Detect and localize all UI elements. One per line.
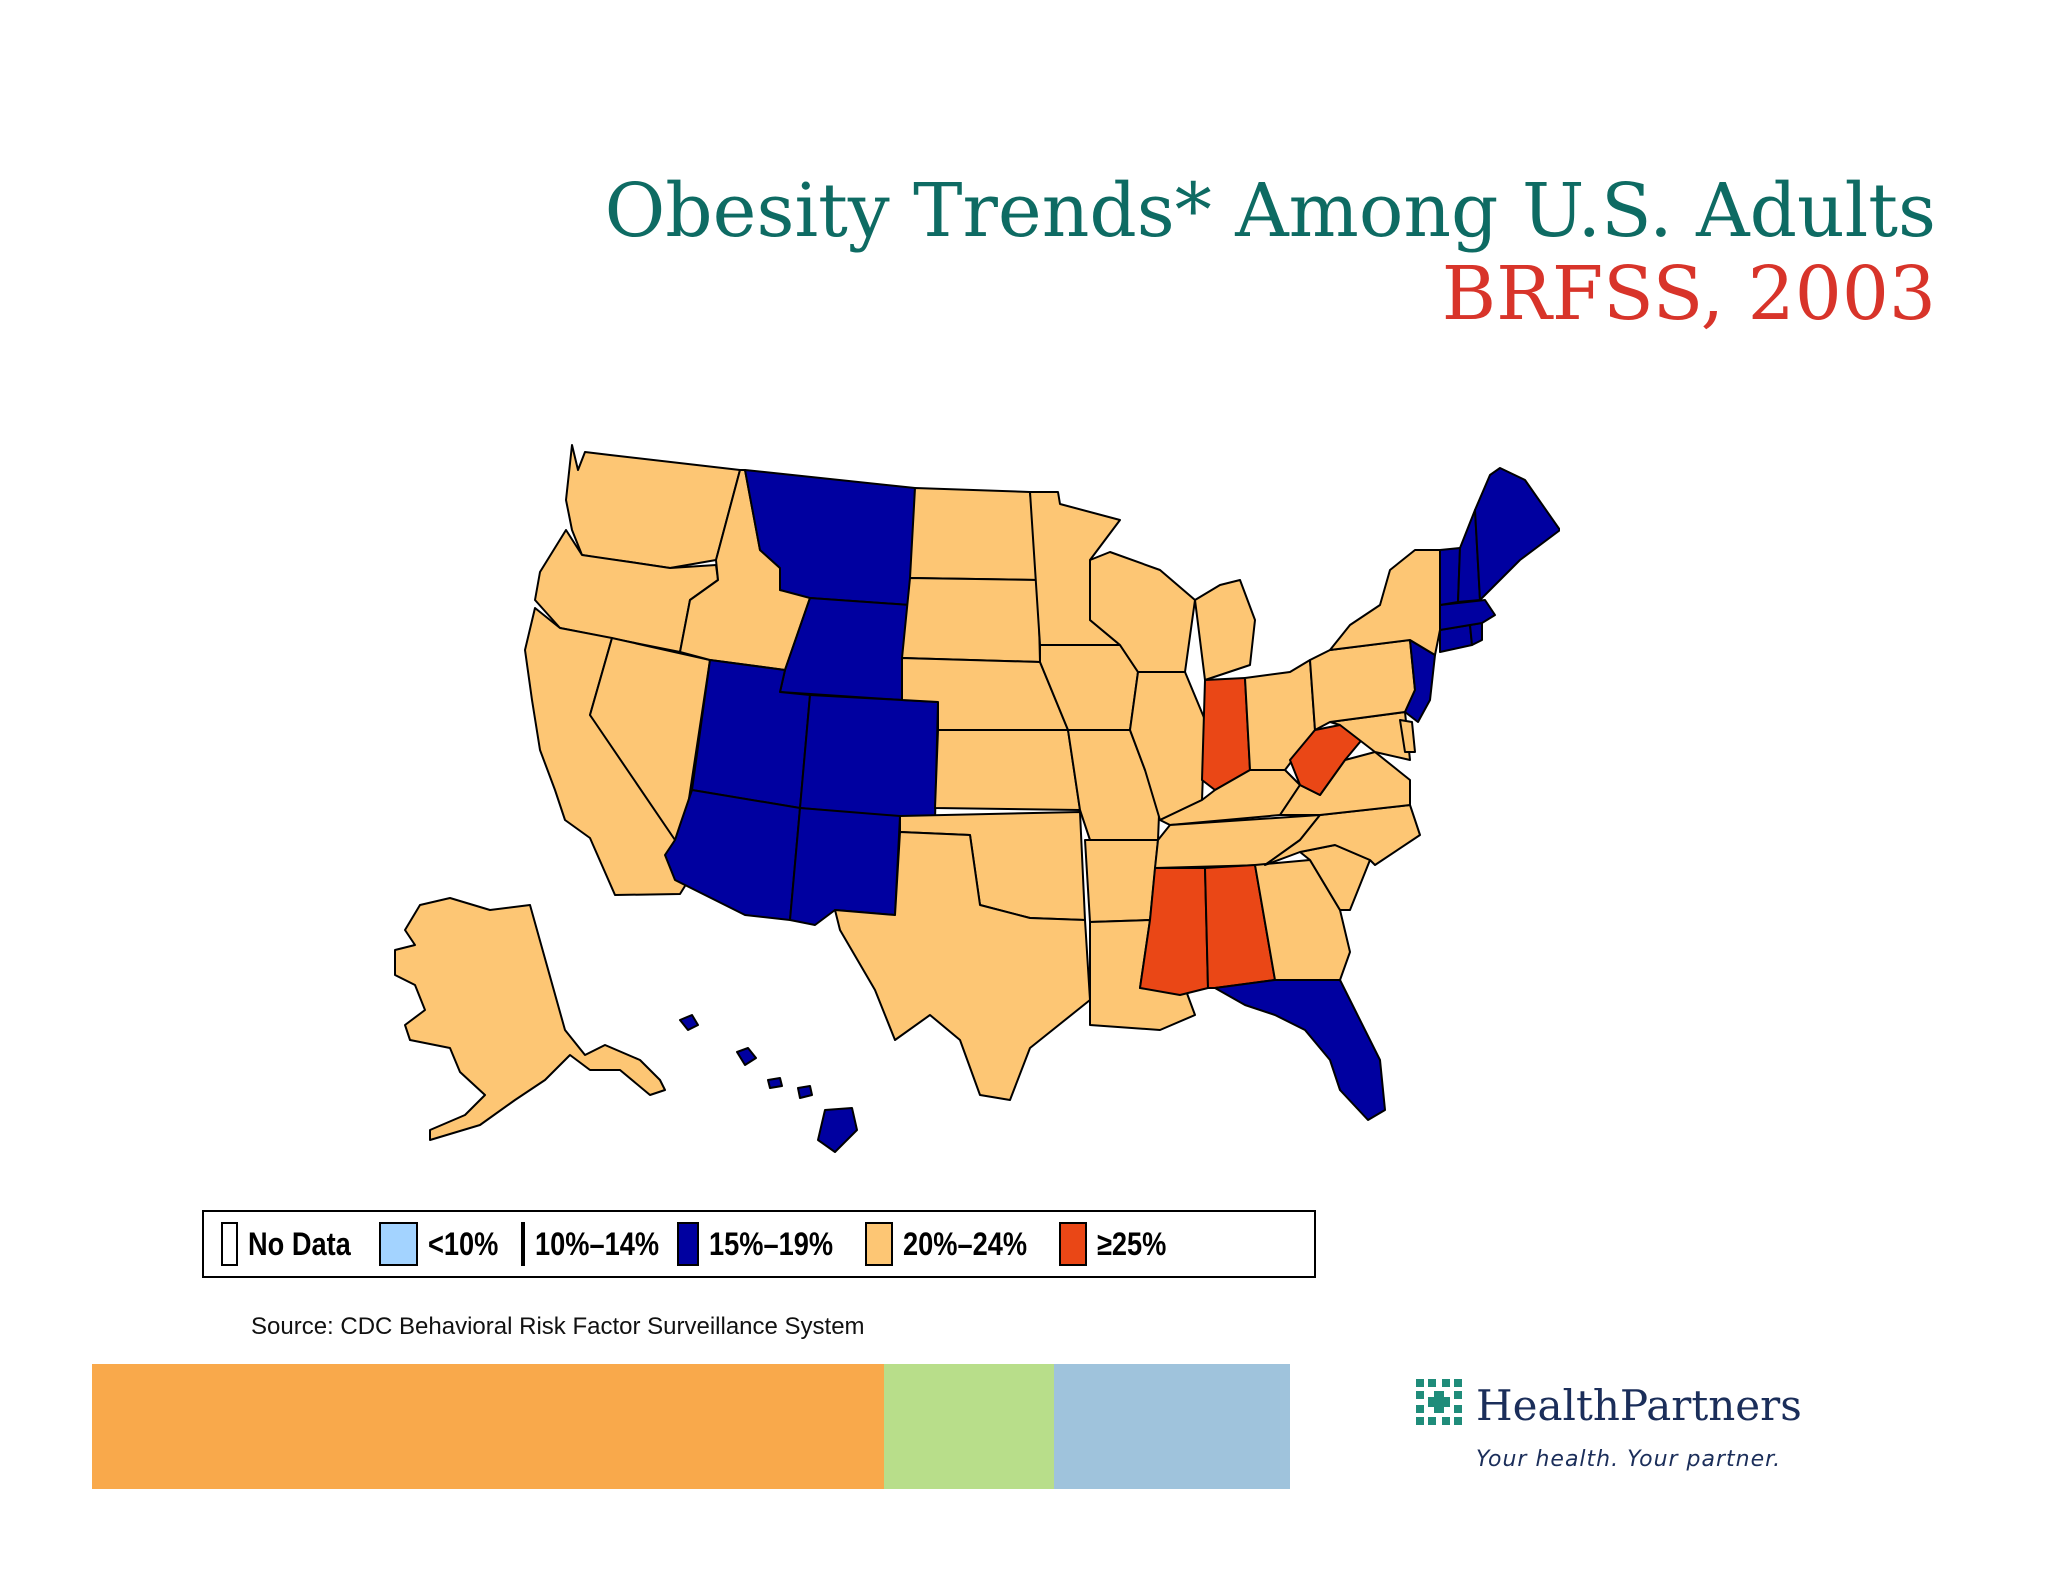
state-fl xyxy=(1214,979,1386,1121)
us-obesity-map xyxy=(394,444,1560,1153)
healthpartners-mark-icon xyxy=(1412,1375,1466,1429)
state-ks xyxy=(934,729,1081,811)
title-line-1: Obesity Trends* Among U.S. Adults xyxy=(604,168,1936,254)
state-vt xyxy=(1439,547,1461,606)
legend-swatch xyxy=(379,1222,419,1266)
state-az xyxy=(664,789,801,921)
state-sd xyxy=(901,577,1041,663)
legend-swatch xyxy=(677,1222,700,1266)
legend-label: 15%–19% xyxy=(709,1225,834,1262)
state-nc xyxy=(1264,804,1421,866)
healthpartners-logo: HealthPartners Your health. Your partner… xyxy=(1412,1375,1802,1485)
legend-label: ≥25% xyxy=(1097,1225,1167,1262)
state-hi xyxy=(679,1014,858,1153)
state-ak xyxy=(394,897,666,1141)
legend-label: 10%–14% xyxy=(535,1225,660,1262)
legend-swatch xyxy=(521,1222,525,1266)
state-nd xyxy=(909,487,1039,581)
title-line-2: BRFSS, 2003 xyxy=(1441,250,1936,337)
state-de xyxy=(1399,719,1416,753)
legend-label: No Data xyxy=(248,1225,351,1262)
bottom-bar-segment xyxy=(1054,1364,1290,1489)
state-mi xyxy=(1194,579,1256,681)
legend-item: No Data xyxy=(221,1222,369,1266)
state-nm xyxy=(789,807,901,926)
legend-swatch xyxy=(865,1222,894,1266)
source-note: Source: CDC Behavioral Risk Factor Surve… xyxy=(251,1313,865,1340)
legend-item: ≥25% xyxy=(1059,1222,1179,1266)
slide-title: Obesity Trends* Among U.S. Adults BRFSS,… xyxy=(605,170,1936,336)
state-ny xyxy=(1329,549,1441,656)
legend-item: <10% xyxy=(379,1222,511,1266)
legend-swatch xyxy=(1059,1222,1088,1266)
logo-tagline: Your health. Your partner. xyxy=(1476,1447,1782,1472)
state-tx xyxy=(834,831,1091,1101)
state-ri xyxy=(1469,622,1483,646)
legend-swatch xyxy=(221,1222,239,1266)
map-legend: No Data <10% 10%–14% 15%–19% 20%–24% ≥25% xyxy=(202,1210,1316,1278)
state-wa xyxy=(565,444,741,569)
bottom-bar-segment xyxy=(884,1364,1054,1489)
legend-label: <10% xyxy=(428,1225,499,1262)
bottom-bar-segment xyxy=(92,1364,884,1489)
state-co xyxy=(799,694,939,821)
legend-item: 10%–14% xyxy=(521,1222,667,1266)
state-me xyxy=(1474,467,1560,601)
legend-label: 20%–24% xyxy=(903,1225,1028,1262)
legend-item: 15%–19% xyxy=(677,1222,855,1266)
logo-name: HealthPartners xyxy=(1476,1381,1802,1430)
state-ar xyxy=(1084,839,1159,923)
legend-item: 20%–24% xyxy=(865,1222,1049,1266)
